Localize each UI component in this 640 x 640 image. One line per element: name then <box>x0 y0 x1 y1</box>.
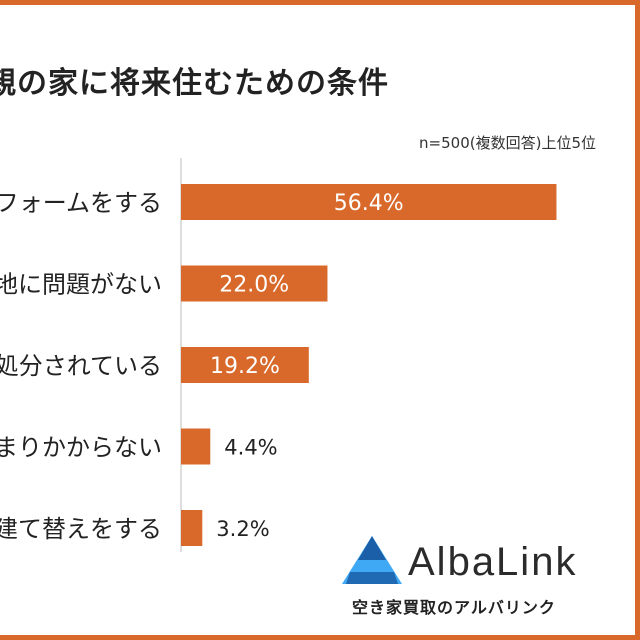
category-label-3: 処分されている <box>0 352 162 380</box>
brand-subtitle: 空き家買取のアルバリンク <box>352 598 556 617</box>
bar-5 <box>181 510 203 546</box>
value-label-1: 56.4% <box>334 191 404 216</box>
value-label-2: 22.0% <box>219 273 289 298</box>
sample-note: n=500(複数回答)上位5位 <box>419 134 596 152</box>
brand-name: AlbaLink <box>408 540 578 584</box>
category-label-4: まりかからない <box>0 434 162 462</box>
bar-1 <box>181 184 557 220</box>
value-label-5: 3.2% <box>216 517 269 541</box>
bar-3 <box>181 347 309 383</box>
category-label-2: 立地に問題がない <box>0 271 162 299</box>
bars-layer: リフォームをする 56.4% 立地に問題がない 22.0% 処分されている 19.2% まり… <box>0 158 557 552</box>
value-label-3: 19.2% <box>210 354 280 379</box>
bar-2 <box>181 265 328 302</box>
albalink-logo-icon <box>342 536 402 584</box>
value-label-4: 4.4% <box>224 436 277 460</box>
bar-4 <box>181 428 211 465</box>
category-label-1: リフォームをする <box>0 189 162 217</box>
chart-title: 親の家に将来住むための条件 <box>0 66 389 101</box>
category-label-5: 建て替えをする <box>0 515 162 543</box>
